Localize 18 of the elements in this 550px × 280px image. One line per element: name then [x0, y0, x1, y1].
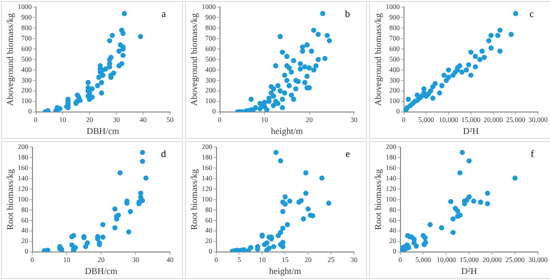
y-axis-title: Aboveground biomass/kg [188, 12, 199, 106]
annotation: b [345, 8, 350, 20]
y-axis-title: Root biomass/kg [188, 168, 199, 230]
annotation: d [161, 148, 166, 160]
x-axis-title: height/m [269, 266, 302, 276]
annotation: f [530, 148, 535, 160]
annotation: e [346, 148, 351, 160]
x-axis-title: height/m [270, 126, 303, 136]
y-axis-title: Aboveground biomass/kg [4, 12, 15, 106]
y-axis-title: Aboveground biomass/kg [372, 12, 383, 106]
x-axis-title: DBH/cm [84, 266, 118, 276]
x-axis-title: D²H [463, 126, 480, 136]
x-axis-title: DBH/cm [86, 126, 120, 136]
y-axis-title: Root biomass/kg [4, 168, 15, 230]
annotation: a [162, 8, 167, 20]
y-axis-title: Root biomass/kg [372, 168, 383, 230]
x-axis-title: D²H [461, 266, 478, 276]
annotation: c [530, 8, 535, 20]
